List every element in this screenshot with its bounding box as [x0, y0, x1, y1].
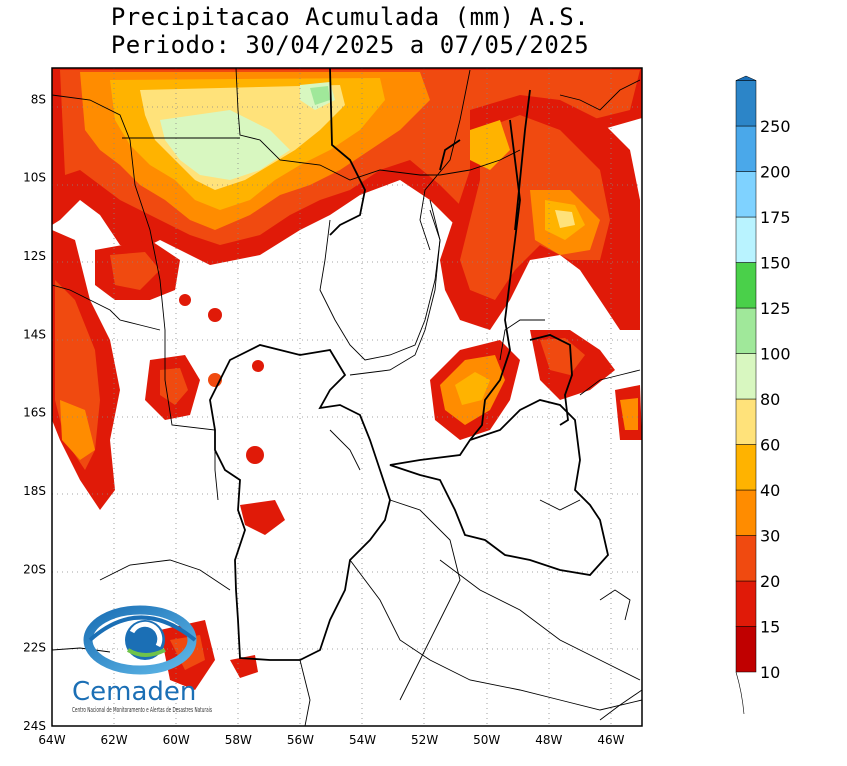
- x-tick-label: 58W: [225, 733, 252, 747]
- y-tick-label: 14S: [23, 327, 46, 341]
- x-tick-label: 60W: [163, 733, 190, 747]
- colorbar-segment: [735, 398, 757, 445]
- x-tick-label: 46W: [597, 733, 624, 747]
- colorbar-level-label: 175: [760, 208, 791, 227]
- y-tick-label: 20S: [23, 562, 46, 576]
- map-title-line2: Periodo: 30/04/2025 a 07/05/2025: [110, 31, 590, 59]
- colorbar-level-label: 125: [760, 299, 791, 318]
- colorbar-segment: [735, 80, 757, 127]
- map-title-line1: Precipitacao Acumulada (mm) A.S.: [110, 3, 590, 31]
- x-tick-label: 64W: [38, 733, 65, 747]
- y-tick-label: 18S: [23, 484, 46, 498]
- map-frame: [51, 67, 643, 727]
- colorbar-level-label: 40: [760, 481, 780, 500]
- y-tick-label: 12S: [23, 249, 46, 263]
- y-tick-label: 8S: [31, 92, 46, 106]
- colorbar-segment: [735, 171, 757, 218]
- colorbar-level-label: 100: [760, 345, 791, 364]
- x-tick-label: 52W: [411, 733, 438, 747]
- colorbar-level-label: 150: [760, 254, 791, 273]
- colorbar-level-label: 80: [760, 390, 780, 409]
- colorbar: [735, 75, 757, 715]
- x-tick-label: 50W: [473, 733, 500, 747]
- colorbar-min-edge: [735, 671, 745, 715]
- colorbar-level-label: 60: [760, 436, 780, 455]
- colorbar-segment: [735, 125, 757, 172]
- y-tick-label: 10S: [23, 171, 46, 185]
- colorbar-segment: [735, 489, 757, 536]
- colorbar-level-label: 30: [760, 527, 780, 546]
- x-tick-label: 56W: [287, 733, 314, 747]
- x-tick-label: 62W: [101, 733, 128, 747]
- y-tick-label: 24S: [23, 719, 46, 733]
- colorbar-level-label: 10: [760, 663, 780, 682]
- y-tick-labels: 8S 10S 12S 14S 16S 18S 20S 22S 24S: [23, 92, 46, 733]
- colorbar-segment: [735, 535, 757, 582]
- boundaries: [52, 68, 642, 726]
- colorbar-segment: [735, 353, 757, 400]
- colorbar-labels: 10 15 20 30 40 60 80 100 125 150 175 200 250: [760, 117, 791, 682]
- colorbar-level-label: 250: [760, 117, 791, 136]
- colorbar-level-label: 20: [760, 572, 780, 591]
- colorbar-level-label: 15: [760, 618, 780, 637]
- logo-subtitle: Centro Nacional de Monitoramento e Alert…: [72, 706, 212, 714]
- colorbar-level-label: 200: [760, 163, 791, 182]
- colorbar-segment: [735, 444, 757, 491]
- x-tick-label: 48W: [535, 733, 562, 747]
- cemaden-logo: Cemaden Centro Nacional de Monitoramento…: [72, 605, 212, 714]
- colorbar-segment: [735, 307, 757, 354]
- colorbar-segment: [735, 216, 757, 263]
- x-tick-labels: 64W 62W 60W 58W 56W 54W 52W 50W 48W 46W: [38, 733, 624, 747]
- y-tick-label: 16S: [23, 406, 46, 420]
- precipitation-field: [52, 68, 642, 690]
- logo-name: Cemaden: [72, 677, 196, 707]
- y-tick-label: 22S: [23, 641, 46, 655]
- colorbar-segment: [735, 262, 757, 309]
- colorbar-max-arrow: [735, 75, 757, 81]
- x-tick-label: 54W: [349, 733, 376, 747]
- colorbar-segment: [735, 626, 757, 673]
- colorbar-segment: [735, 580, 757, 627]
